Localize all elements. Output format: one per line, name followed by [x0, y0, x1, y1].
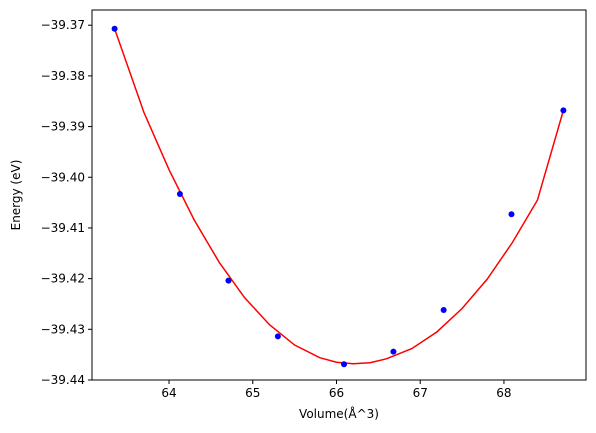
y-tick-label: −39.43	[41, 322, 85, 336]
data-point	[440, 307, 447, 314]
data-point	[341, 361, 348, 368]
y-tick-label: −39.37	[41, 18, 85, 32]
x-tick-label: 64	[161, 386, 176, 400]
x-tick-label: 68	[496, 386, 511, 400]
y-axis-ticks: −39.37 −39.38 −39.39 −39.40 −39.41 −39.42 −39.…	[41, 18, 92, 387]
data-point	[508, 211, 515, 218]
y-tick-label: −39.40	[41, 170, 85, 184]
x-tick-label: 65	[245, 386, 260, 400]
data-point	[111, 25, 118, 32]
plot-layer	[111, 25, 567, 368]
y-tick-label: −39.39	[41, 120, 85, 134]
data-point	[176, 190, 183, 197]
data-point	[225, 277, 232, 284]
x-tick-label: 67	[413, 386, 428, 400]
y-tick-label: −39.38	[41, 69, 85, 83]
x-axis-label: Volume(Å^3)	[299, 406, 379, 421]
x-tick-label: 66	[329, 386, 344, 400]
y-tick-label: −39.42	[41, 272, 85, 286]
y-tick-label: −39.41	[41, 221, 85, 235]
x-axis-ticks: 64 65 66 67 68	[161, 380, 512, 400]
data-point	[274, 333, 281, 340]
plot-frame	[91, 9, 587, 381]
data-point	[560, 107, 567, 114]
y-axis-label: Energy (eV)	[9, 160, 23, 231]
y-tick-label: −39.44	[41, 373, 85, 387]
data-point	[390, 348, 397, 355]
